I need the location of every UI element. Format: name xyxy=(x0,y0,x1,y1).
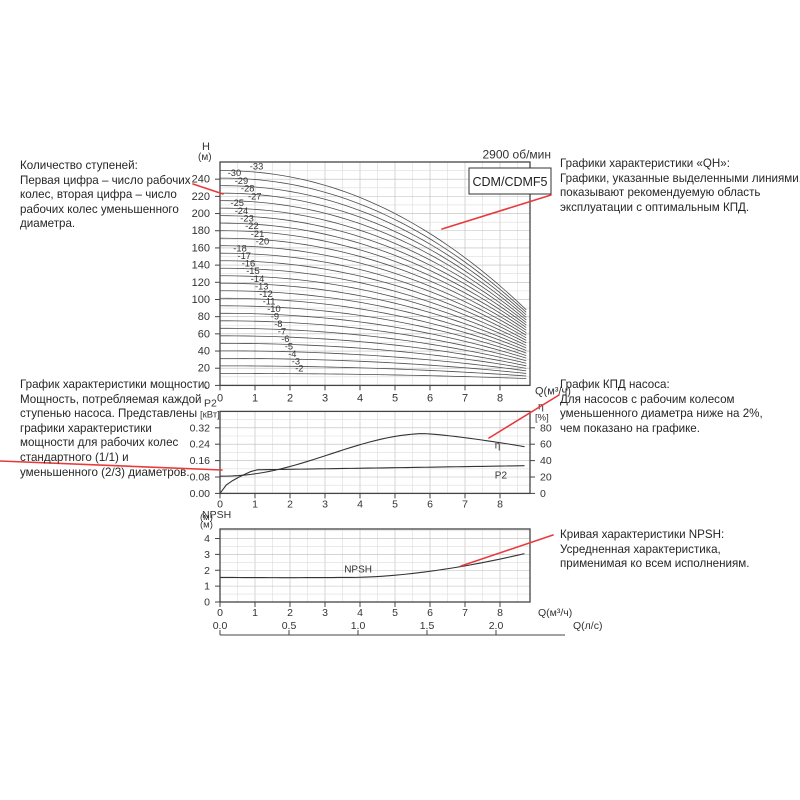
svg-text:1: 1 xyxy=(252,392,258,404)
svg-text:Q(л/с): Q(л/с) xyxy=(573,620,602,632)
svg-text:-20: -20 xyxy=(256,237,269,247)
svg-text:2: 2 xyxy=(287,498,293,510)
svg-text:4: 4 xyxy=(204,533,210,545)
svg-text:1: 1 xyxy=(252,607,258,619)
svg-text:(м): (м) xyxy=(200,512,213,523)
svg-text:η: η xyxy=(495,440,501,451)
svg-text:4: 4 xyxy=(357,498,363,510)
svg-text:40: 40 xyxy=(198,346,210,358)
svg-text:2: 2 xyxy=(287,392,293,404)
svg-text:140: 140 xyxy=(192,260,210,272)
svg-text:2900 об/мин: 2900 об/мин xyxy=(483,148,552,162)
svg-text:8: 8 xyxy=(497,607,503,619)
svg-text:0: 0 xyxy=(217,607,223,619)
svg-text:3: 3 xyxy=(322,392,328,404)
svg-text:120: 120 xyxy=(192,277,210,289)
svg-text:60: 60 xyxy=(198,328,210,340)
svg-text:-2: -2 xyxy=(295,364,303,374)
svg-text:NPSH: NPSH xyxy=(344,564,372,575)
svg-text:8: 8 xyxy=(497,392,503,404)
svg-text:0.0: 0.0 xyxy=(213,620,228,632)
svg-text:3: 3 xyxy=(322,607,328,619)
svg-text:8: 8 xyxy=(497,498,503,510)
svg-text:P2: P2 xyxy=(495,471,508,482)
svg-text:2.0: 2.0 xyxy=(489,620,504,632)
svg-text:60: 60 xyxy=(540,439,552,451)
svg-text:6: 6 xyxy=(427,607,433,619)
svg-text:[%]: [%] xyxy=(535,412,549,423)
svg-text:100: 100 xyxy=(192,294,210,306)
svg-text:2: 2 xyxy=(204,565,210,577)
svg-text:6: 6 xyxy=(427,392,433,404)
svg-text:-33: -33 xyxy=(250,162,263,172)
svg-text:0.5: 0.5 xyxy=(282,620,297,632)
svg-text:20: 20 xyxy=(540,472,552,484)
svg-text:5: 5 xyxy=(392,607,398,619)
svg-text:7: 7 xyxy=(462,392,468,404)
svg-text:3: 3 xyxy=(322,498,328,510)
svg-text:160: 160 xyxy=(192,242,210,254)
svg-text:6: 6 xyxy=(427,498,433,510)
svg-text:5: 5 xyxy=(392,392,398,404)
svg-text:1: 1 xyxy=(252,498,258,510)
svg-text:7: 7 xyxy=(462,607,468,619)
svg-text:3: 3 xyxy=(204,549,210,561)
svg-text:0: 0 xyxy=(540,488,546,500)
svg-text:0.00: 0.00 xyxy=(190,488,211,500)
svg-text:0: 0 xyxy=(217,392,223,404)
svg-text:5: 5 xyxy=(392,498,398,510)
svg-text:Q(м³/ч): Q(м³/ч) xyxy=(538,607,572,619)
svg-text:1.0: 1.0 xyxy=(351,620,366,632)
svg-text:0: 0 xyxy=(204,597,210,609)
svg-text:-27: -27 xyxy=(248,191,261,201)
svg-text:80: 80 xyxy=(198,311,210,323)
svg-text:40: 40 xyxy=(540,455,552,467)
svg-text:7: 7 xyxy=(462,498,468,510)
svg-text:4: 4 xyxy=(357,607,363,619)
svg-text:1: 1 xyxy=(204,581,210,593)
svg-text:CDM/CDMF5: CDM/CDMF5 xyxy=(473,175,548,189)
svg-text:2: 2 xyxy=(287,607,293,619)
svg-text:80: 80 xyxy=(540,422,552,434)
svg-text:1.5: 1.5 xyxy=(420,620,435,632)
svg-text:20: 20 xyxy=(198,363,210,375)
svg-text:4: 4 xyxy=(357,392,363,404)
